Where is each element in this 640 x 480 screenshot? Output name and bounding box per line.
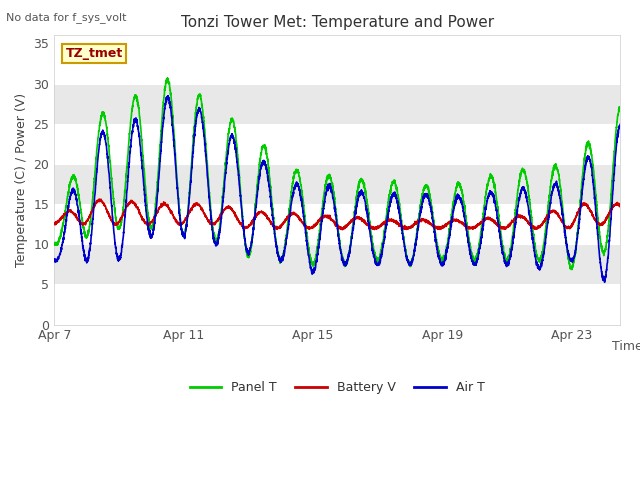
Panel T [300, 203, 307, 209]
Panel T [327, 176, 335, 182]
Battery V [51, 221, 58, 227]
Battery V [474, 223, 481, 228]
Battery V [615, 202, 623, 207]
Line: Battery V: Battery V [54, 199, 636, 229]
Panel T [568, 266, 575, 272]
Battery V [339, 227, 346, 232]
X-axis label: Time: Time [612, 340, 640, 353]
Air T [474, 258, 481, 264]
Legend: Panel T, Battery V, Air T: Panel T, Battery V, Air T [185, 376, 490, 399]
Air T [295, 185, 303, 191]
Battery V [586, 206, 593, 212]
Bar [54, 164, 620, 204]
Air T [51, 256, 58, 262]
Title: Tonzi Tower Met: Temperature and Power: Tonzi Tower Met: Temperature and Power [180, 15, 493, 30]
Bar [54, 84, 620, 124]
Bar [54, 244, 620, 284]
Air T [164, 93, 172, 99]
Air T [601, 279, 609, 285]
Line: Panel T: Panel T [54, 78, 636, 269]
Panel T [164, 75, 172, 81]
Air T [615, 127, 623, 132]
Air T [632, 265, 640, 271]
Battery V [300, 220, 307, 226]
Panel T [295, 173, 303, 179]
Panel T [586, 145, 593, 151]
Air T [586, 156, 593, 162]
Panel T [615, 109, 623, 115]
Panel T [632, 241, 640, 247]
Panel T [474, 252, 481, 258]
Battery V [95, 196, 103, 202]
Battery V [632, 220, 640, 226]
Battery V [327, 215, 335, 221]
Y-axis label: Temperature (C) / Power (V): Temperature (C) / Power (V) [15, 93, 28, 267]
Battery V [295, 214, 303, 220]
Air T [300, 214, 307, 220]
Line: Air T: Air T [54, 96, 636, 282]
Text: TZ_tmet: TZ_tmet [66, 47, 123, 60]
Text: No data for f_sys_volt: No data for f_sys_volt [6, 12, 127, 23]
Panel T [51, 241, 58, 247]
Air T [327, 186, 335, 192]
